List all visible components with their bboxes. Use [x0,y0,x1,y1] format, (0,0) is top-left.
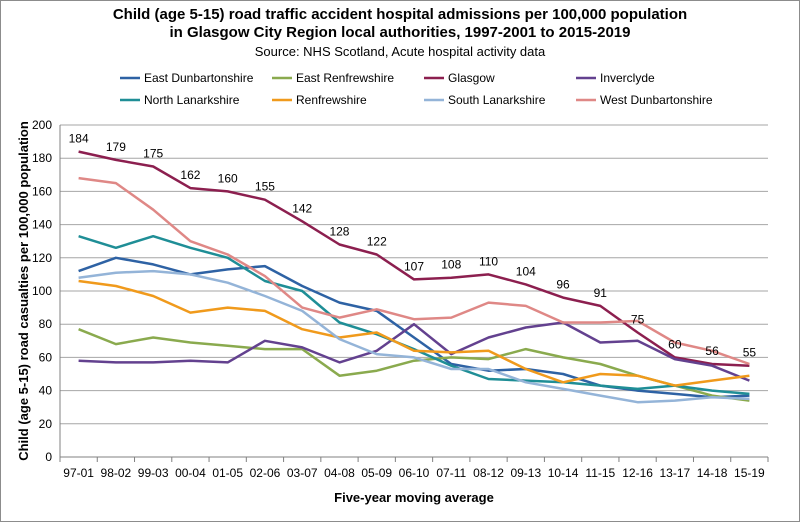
x-tick-label: 04-08 [324,466,355,480]
data-label: 142 [292,201,312,215]
y-tick-label: 20 [39,417,53,431]
x-tick-label: 98-02 [101,466,132,480]
x-tick-label: 07-11 [436,466,466,480]
data-label: 128 [329,225,349,239]
x-tick-label: 99-03 [138,466,169,480]
x-tick-label: 00-04 [175,466,206,480]
y-tick-label: 60 [39,350,53,364]
y-tick-label: 100 [32,284,52,298]
data-label: 55 [743,346,757,360]
x-axis-title: Five-year moving average [334,490,494,505]
y-tick-label: 0 [45,450,52,464]
legend-label-east-dunbartonshire: East Dunbartonshire [144,71,254,85]
data-label: 91 [594,286,608,300]
x-tick-label: 09-13 [510,466,541,480]
series-line-west-dunbartonshire [78,176,750,366]
data-label: 155 [255,180,275,194]
data-label: 96 [556,278,570,292]
data-label: 108 [441,258,461,272]
legend-label-inverclyde: Inverclyde [600,71,655,85]
legend-label-glasgow: Glasgow [448,71,495,85]
series-line-glasgow [78,150,750,367]
chart-title-line1: Child (age 5-15) road traffic accident h… [112,6,688,23]
series-line-renfrewshire [78,279,750,387]
y-tick-label: 120 [32,251,52,265]
x-tick-label: 14-18 [697,466,728,480]
x-tick-label: 12-16 [622,466,653,480]
chart-subtitle: Source: NHS Scotland, Acute hospital act… [254,44,546,59]
y-tick-label: 200 [32,118,52,132]
x-tick-label: 03-07 [287,466,318,480]
x-tick-label: 05-09 [361,466,392,480]
x-tick-label: 01-05 [212,466,243,480]
series-line-north-lanarkshire [78,234,750,396]
data-label: 60 [668,337,682,351]
data-label: 56 [705,344,719,358]
x-tick-label: 15-19 [734,466,765,480]
data-label: 162 [180,168,200,182]
data-label: 160 [218,171,238,185]
legend-label-east-renfrewshire: East Renfrewshire [296,71,394,85]
legend-label-west-dunbartonshire: West Dunbartonshire [600,93,713,107]
data-label: 122 [367,234,387,248]
series-line-inverclyde [78,321,750,382]
data-label: 104 [516,264,536,278]
x-tick-label: 06-10 [399,466,430,480]
y-tick-label: 140 [32,218,52,232]
x-tick-label: 11-15 [585,466,615,480]
y-tick-label: 180 [32,151,52,165]
x-tick-label: 02-06 [250,466,281,480]
y-tick-label: 80 [39,317,53,331]
y-tick-label: 40 [39,384,53,398]
legend-label-south-lanarkshire: South Lanarkshire [448,93,546,107]
x-tick-label: 97-01 [63,466,94,480]
legend-label-renfrewshire: Renfrewshire [296,93,367,107]
data-label: 179 [106,140,126,154]
data-label: 184 [69,132,89,146]
series-line-south-lanarkshire [78,269,750,404]
x-tick-label: 13-17 [659,466,690,480]
y-tick-label: 160 [32,184,52,198]
data-label: 107 [404,259,424,273]
legend-label-north-lanarkshire: North Lanarkshire [144,93,240,107]
x-tick-label: 10-14 [548,466,579,480]
chart-title-line2: in Glasgow City Region local authorities… [169,24,631,41]
data-label: 110 [479,254,498,268]
data-label: 75 [631,313,645,327]
data-label: 175 [143,147,163,161]
y-axis-title: Child (age 5-15) road casualties per 100… [16,121,31,461]
x-tick-label: 08-12 [473,466,504,480]
